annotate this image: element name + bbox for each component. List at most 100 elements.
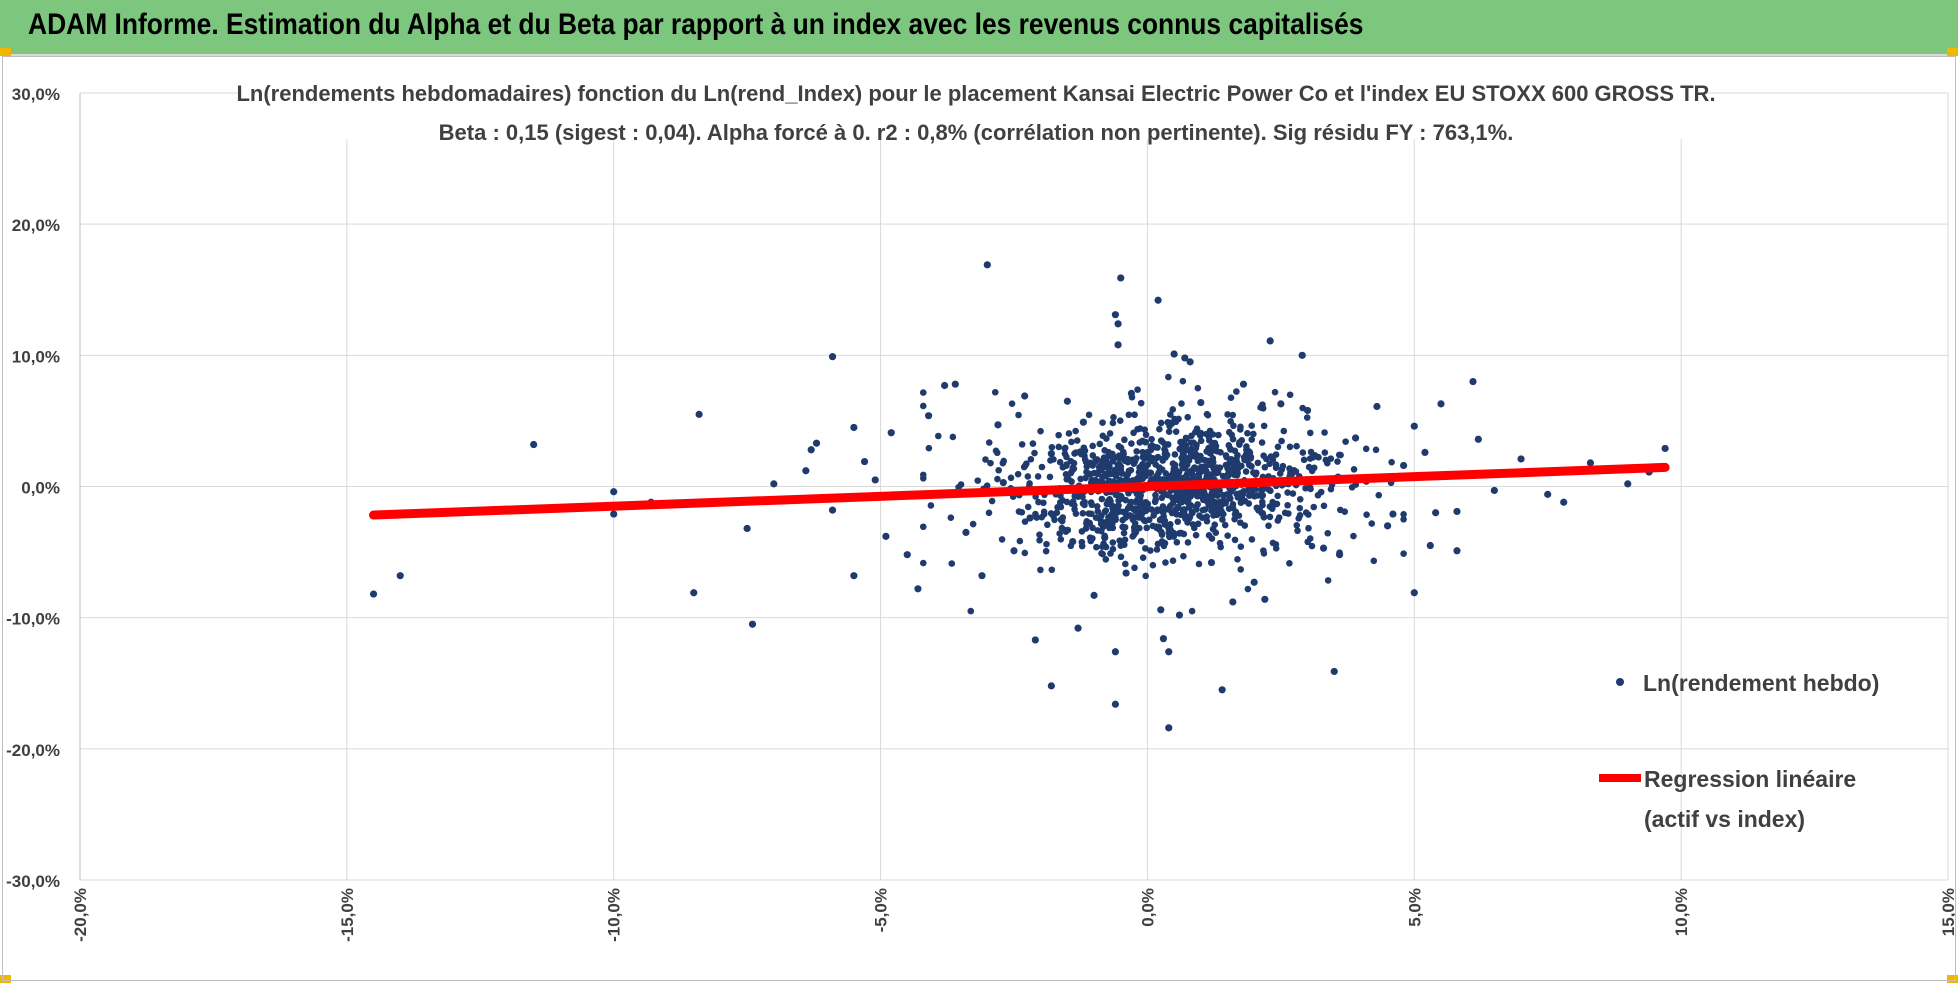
data-point	[1055, 443, 1063, 451]
data-point	[1139, 448, 1146, 456]
data-point	[1131, 411, 1138, 419]
data-point	[1171, 451, 1179, 458]
legend-regression-label-line-1: Regression linéaire	[1644, 766, 1856, 792]
data-point	[1178, 498, 1186, 506]
data-point	[1152, 455, 1160, 462]
data-point	[1162, 470, 1170, 477]
data-point	[1191, 453, 1198, 460]
data-point	[1245, 500, 1253, 507]
data-point	[1125, 411, 1133, 419]
data-point	[1299, 449, 1307, 456]
data-point	[1069, 537, 1077, 546]
y-tick-label: -10,0%	[6, 610, 60, 629]
data-point	[1147, 469, 1155, 477]
data-point	[991, 388, 999, 396]
data-point	[1260, 422, 1268, 430]
chart-title-line-1: Ln(rendements hebdomadaires) fonction du…	[236, 81, 1715, 106]
data-point	[1069, 498, 1077, 505]
data-point	[1208, 471, 1215, 478]
data-point	[1334, 458, 1341, 465]
data-point	[1149, 561, 1157, 569]
data-point	[1517, 455, 1525, 463]
data-point	[1311, 452, 1319, 459]
data-point	[1117, 466, 1125, 473]
data-point	[1212, 511, 1220, 518]
data-point	[1294, 527, 1301, 535]
data-point	[983, 482, 991, 489]
data-point	[1226, 445, 1234, 452]
data-point	[1007, 474, 1015, 482]
data-point	[1186, 447, 1193, 454]
x-tick-label: 10,0%	[1672, 888, 1691, 936]
y-tick-label: 10,0%	[12, 347, 60, 366]
data-point	[1071, 506, 1078, 513]
data-point	[1295, 515, 1302, 522]
data-point	[1097, 463, 1105, 471]
data-point	[695, 410, 703, 418]
data-point	[1063, 397, 1071, 405]
data-point	[1242, 468, 1250, 475]
data-point	[998, 536, 1006, 543]
y-axis-labels: 30,0% 20,0% 10,0% 0,0% -10,0% -20,0% -30,0%	[6, 85, 60, 891]
data-point	[1432, 509, 1440, 517]
data-point	[1327, 455, 1335, 462]
data-point	[610, 488, 618, 496]
data-point	[947, 514, 955, 521]
data-point	[1093, 503, 1101, 510]
data-point	[1226, 493, 1233, 500]
y-tick-label: 20,0%	[12, 216, 60, 235]
data-point	[1105, 513, 1112, 521]
data-point	[1042, 547, 1050, 555]
data-point	[1661, 444, 1669, 453]
data-point	[1203, 513, 1211, 520]
data-point	[1490, 486, 1498, 495]
data-point	[1193, 503, 1200, 511]
data-point	[1410, 422, 1418, 430]
data-point	[1233, 455, 1240, 463]
data-point	[1286, 560, 1293, 567]
data-point	[1219, 472, 1227, 480]
data-point	[1165, 529, 1172, 536]
data-point	[1243, 443, 1250, 450]
data-point	[1184, 413, 1192, 421]
data-point	[927, 502, 935, 509]
y-tick-label: -20,0%	[6, 741, 60, 760]
x-tick-label: -5,0%	[872, 888, 891, 932]
data-point	[1184, 539, 1192, 546]
data-point	[1271, 388, 1279, 396]
data-point	[1158, 531, 1166, 539]
data-point	[1121, 536, 1129, 544]
data-point	[1092, 458, 1099, 465]
data-point	[1158, 494, 1166, 502]
y-tick-label: 30,0%	[12, 85, 60, 104]
chart-title-background	[238, 69, 1708, 139]
legend-scatter-label: Ln(rendement hebdo)	[1643, 670, 1879, 696]
data-point	[1324, 529, 1332, 537]
data-point	[1233, 490, 1241, 498]
data-point	[1070, 459, 1078, 467]
data-point	[1180, 552, 1187, 560]
data-point	[1257, 404, 1264, 411]
data-point	[995, 466, 1002, 474]
data-point	[807, 446, 815, 454]
data-point	[1175, 611, 1184, 619]
data-point	[1100, 540, 1107, 547]
data-point	[1165, 428, 1173, 435]
data-point	[1348, 483, 1356, 491]
data-point	[1149, 522, 1157, 530]
x-tick-label: -20,0%	[71, 888, 90, 942]
data-point	[1179, 464, 1187, 472]
data-point	[1083, 520, 1090, 527]
data-point	[1032, 510, 1039, 518]
data-point	[1266, 513, 1274, 521]
data-point	[1180, 507, 1188, 514]
data-point	[1026, 514, 1034, 522]
data-point	[1137, 537, 1145, 545]
data-point	[1285, 510, 1292, 517]
data-point	[610, 510, 618, 518]
data-point	[1201, 456, 1209, 464]
data-point	[1250, 578, 1258, 586]
data-point	[903, 551, 911, 559]
data-point	[1136, 425, 1144, 432]
data-point	[1320, 502, 1328, 510]
